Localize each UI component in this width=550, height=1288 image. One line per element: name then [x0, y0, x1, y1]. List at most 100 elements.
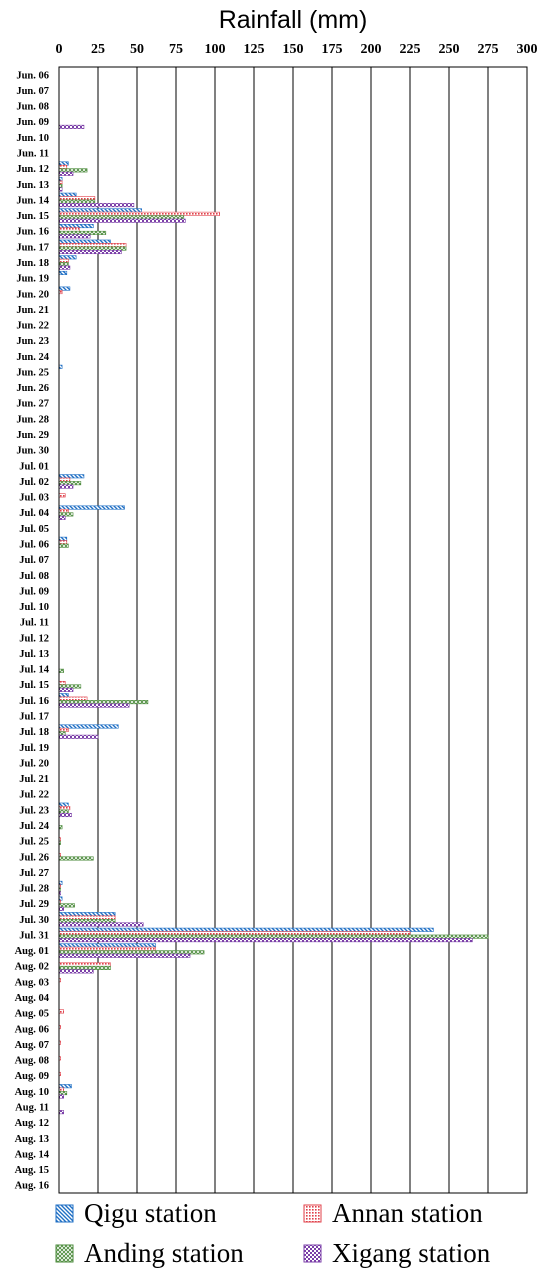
- bar-annan-station-jul-23: [58, 806, 71, 811]
- y-tick-label-jul-23: Jul. 23: [19, 805, 49, 816]
- y-tick-label-aug-15: Aug. 15: [15, 1165, 49, 1176]
- y-tick-label-aug-09: Aug. 09: [15, 1071, 49, 1082]
- bar-annan-station-jul-04: [58, 508, 69, 514]
- y-tick-label-jun-08: Jun. 08: [16, 102, 49, 113]
- x-tick-label-250: 250: [439, 42, 460, 57]
- bar-qigu-station-jun-12: [58, 161, 69, 166]
- y-tick-label-aug-10: Aug. 10: [15, 1087, 49, 1098]
- y-tick-label-jul-10: Jul. 10: [19, 602, 49, 613]
- bar-xigang-station-jun-09: [58, 124, 85, 129]
- y-tick-label-jul-28: Jul. 28: [19, 884, 49, 895]
- y-tick-label-jul-22: Jul. 22: [19, 790, 49, 801]
- y-tick-label-aug-02: Aug. 02: [15, 962, 49, 973]
- bar-anding-station-jul-06: [58, 543, 69, 548]
- y-tick-label-jun-18: Jun. 18: [16, 258, 49, 269]
- x-tick-label-100: 100: [205, 42, 226, 57]
- bar-anding-station-jul-31: [58, 934, 489, 939]
- y-tick-label-jul-18: Jul. 18: [19, 727, 49, 738]
- bar-anding-station-aug-10: [58, 1091, 68, 1096]
- bar-qigu-station-aug-01: [58, 943, 157, 948]
- y-tick-label-aug-01: Aug. 01: [15, 946, 49, 957]
- bar-annan-station-jul-16: [58, 696, 88, 701]
- y-tick-label-aug-08: Aug. 08: [15, 1056, 49, 1067]
- bar-annan-station-aug-02: [58, 962, 111, 967]
- y-axis-ticks: Jun. 06 Jun. 07 Jun. 08 Jun. 09 Jun. 10 Jun. …: [15, 70, 50, 1191]
- y-tick-label-jul-01: Jul. 01: [19, 461, 49, 472]
- bar-xigang-station-jul-02: [58, 484, 74, 489]
- y-tick-label-jun-17: Jun. 17: [16, 242, 49, 253]
- bar-xigang-station-jul-29: [58, 906, 64, 911]
- y-tick-label-jul-29: Jul. 29: [19, 899, 49, 910]
- y-tick-label-jul-09: Jul. 09: [19, 586, 49, 597]
- bar-anding-station-aug-01: [58, 950, 205, 955]
- bar-anding-station-jun-16: [58, 230, 107, 235]
- y-tick-label-jul-13: Jul. 13: [19, 649, 49, 660]
- y-tick-label-aug-11: Aug. 11: [15, 1102, 49, 1113]
- bar-annan-station-jun-18: [58, 258, 69, 263]
- y-tick-label-jun-27: Jun. 27: [16, 399, 49, 410]
- y-tick-label-jun-16: Jun. 16: [16, 227, 49, 238]
- bar-qigu-station-aug-10: [58, 1084, 72, 1089]
- bar-anding-station-jun-17: [58, 246, 127, 251]
- bar-xigang-station-jun-12: [58, 171, 74, 176]
- y-tick-label-aug-16: Aug. 16: [15, 1181, 49, 1192]
- x-tick-label-200: 200: [361, 42, 382, 57]
- y-tick-label-jul-16: Jul. 16: [19, 696, 49, 707]
- y-tick-label-jul-06: Jul. 06: [19, 539, 49, 550]
- legend-swatch-anding-station: [55, 1244, 74, 1263]
- bar-xigang-station-jul-31: [58, 938, 473, 943]
- bar-xigang-station-jul-18: [58, 734, 99, 739]
- y-tick-label-jul-05: Jul. 05: [19, 524, 49, 535]
- y-tick-label-jun-25: Jun. 25: [16, 367, 49, 378]
- bar-annan-station-aug-01: [58, 946, 157, 951]
- y-tick-label-jun-07: Jun. 07: [16, 86, 49, 97]
- y-tick-label-jun-29: Jun. 29: [16, 430, 49, 441]
- y-tick-label-jul-17: Jul. 17: [19, 712, 49, 723]
- y-tick-label-jun-12: Jun. 12: [16, 164, 49, 175]
- y-tick-label-aug-05: Aug. 05: [15, 1009, 49, 1020]
- bar-xigang-station-jun-15: [58, 218, 186, 223]
- bar-anding-station-jul-14: [58, 668, 64, 673]
- legend-label-annan-station: Annan station: [332, 1198, 483, 1228]
- bar-annan-station-jul-03: [58, 493, 66, 498]
- y-tick-label-aug-03: Aug. 03: [15, 977, 49, 988]
- bar-qigu-station-jun-19: [58, 270, 68, 275]
- bar-xigang-station-jul-16: [58, 703, 130, 708]
- bar-qigu-station-jul-06: [58, 536, 68, 541]
- bar-annan-station-jun-16: [58, 227, 80, 232]
- legend: Qigu station Annan station Anding station X…: [55, 1198, 491, 1268]
- y-tick-label-jun-24: Jun. 24: [16, 352, 49, 363]
- y-tick-label-jun-10: Jun. 10: [16, 133, 49, 144]
- bar-qigu-station-jun-16: [58, 224, 94, 229]
- y-tick-label-jun-15: Jun. 15: [16, 211, 49, 222]
- bar-xigang-station-jul-04: [58, 515, 66, 520]
- bar-annan-station-jun-17: [58, 243, 127, 248]
- bar-qigu-station-jul-18: [58, 724, 119, 729]
- y-tick-label-jun-14: Jun. 14: [16, 195, 49, 206]
- y-tick-label-jul-08: Jul. 08: [19, 571, 49, 582]
- y-tick-label-jun-09: Jun. 09: [16, 117, 49, 128]
- y-tick-label-jul-21: Jul. 21: [19, 774, 49, 785]
- y-tick-label-jun-19: Jun. 19: [16, 274, 49, 285]
- bar-annan-station-jul-30: [58, 915, 116, 920]
- bar-annan-station-jun-15: [58, 211, 220, 216]
- legend-swatch-annan-station: [303, 1204, 322, 1223]
- gridlines: [97, 67, 489, 1193]
- legend-label-qigu-station: Qigu station: [84, 1198, 217, 1228]
- bar-qigu-station-jun-20: [58, 286, 71, 291]
- bar-xigang-station-aug-01: [58, 953, 191, 958]
- bar-qigu-station-jun-14: [58, 192, 77, 197]
- bar-xigang-station-jul-30: [58, 922, 144, 927]
- y-tick-label-aug-14: Aug. 14: [15, 1149, 50, 1160]
- bar-xigang-station-jul-23: [58, 812, 72, 818]
- y-tick-label-jul-20: Jul. 20: [19, 758, 49, 769]
- y-tick-label-jul-11: Jul. 11: [20, 618, 49, 629]
- y-tick-label-aug-04: Aug. 04: [15, 993, 50, 1004]
- bar-annan-station-jul-02: [58, 477, 71, 482]
- y-tick-label-jul-12: Jul. 12: [19, 633, 49, 644]
- x-axis-ticks: 0 25 50 75 100 125 150 175 200 225 250 275 300: [56, 42, 538, 57]
- bar-anding-station-jul-29: [58, 903, 75, 908]
- y-tick-label-jul-04: Jul. 04: [19, 508, 50, 519]
